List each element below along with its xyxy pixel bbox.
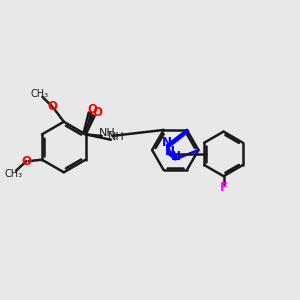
Text: F: F	[220, 181, 227, 194]
Text: O: O	[92, 106, 102, 119]
Text: N: N	[170, 150, 180, 164]
Text: N: N	[162, 136, 172, 149]
Text: NH: NH	[108, 132, 125, 142]
Text: NH: NH	[99, 128, 116, 138]
Text: O: O	[87, 103, 97, 116]
Text: CH₃: CH₃	[30, 89, 49, 99]
Text: O: O	[22, 154, 32, 168]
Text: N: N	[165, 145, 175, 158]
Text: CH₃: CH₃	[4, 169, 22, 178]
Text: O: O	[47, 100, 57, 113]
